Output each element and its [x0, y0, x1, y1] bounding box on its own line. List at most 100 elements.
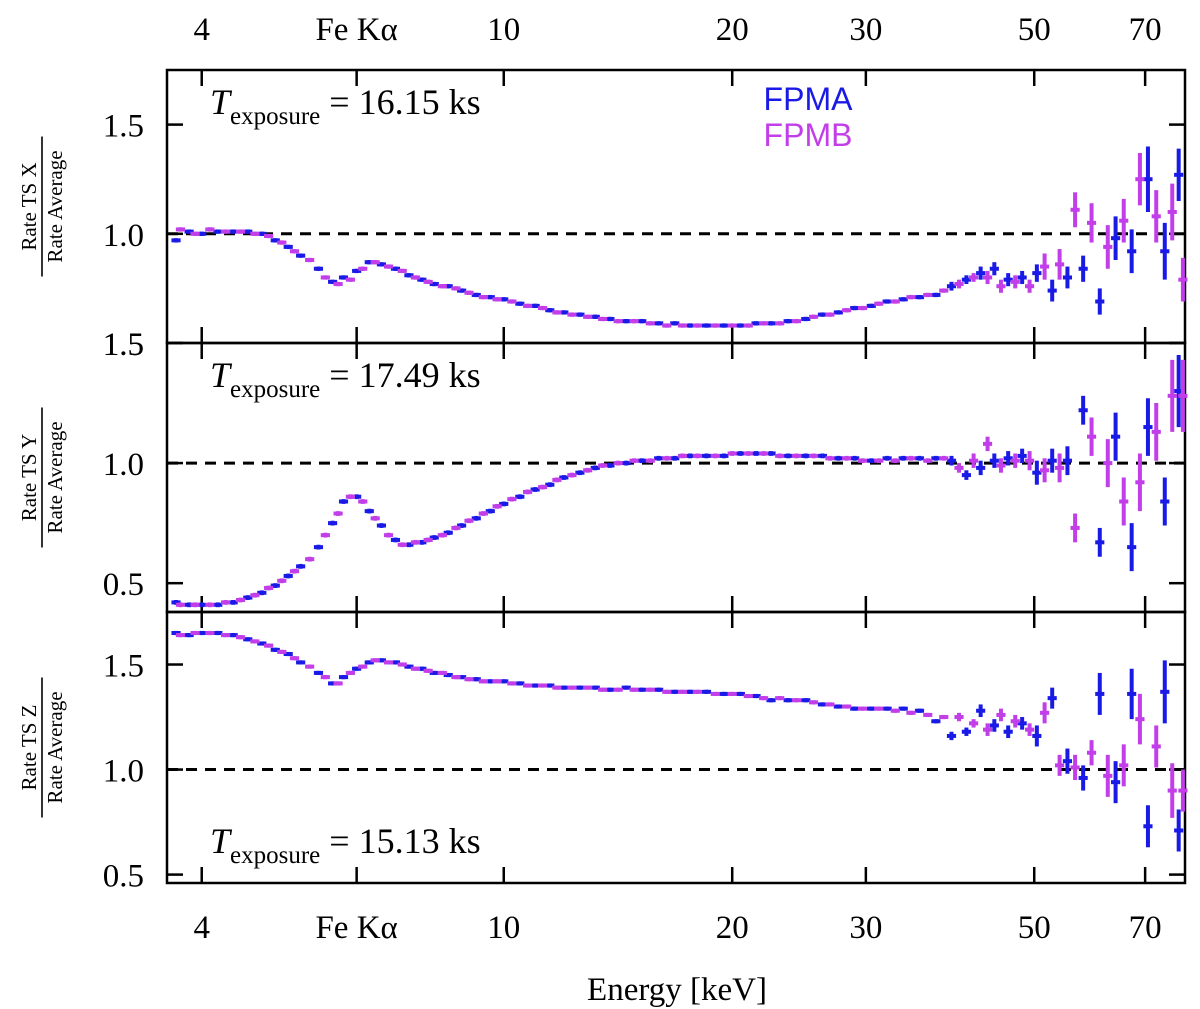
data-point-fpma [376, 523, 387, 528]
data-point-fpmb [1040, 702, 1050, 724]
data-point-fpma [1017, 448, 1027, 464]
data-point-fpma [1062, 748, 1073, 774]
data-point-fpma [404, 664, 414, 669]
data-point-fpmb [345, 277, 355, 282]
data-point-fpmb [662, 323, 672, 328]
data-point-fpma [270, 647, 280, 652]
data-point-fpmb [906, 294, 916, 300]
data-point-fpmb [397, 542, 407, 548]
data-point-fpmb [175, 227, 186, 232]
data-point-fpmb [598, 316, 608, 322]
data-point-fpmb [1025, 723, 1035, 736]
data-point-fpma [338, 675, 349, 680]
data-point-fpma [976, 460, 986, 476]
data-point-fpma [882, 706, 892, 711]
data-point-fpma [1032, 460, 1042, 485]
data-point-fpma [719, 323, 729, 328]
data-point-fpma [976, 704, 986, 718]
data-point-fpmb [692, 453, 703, 459]
data-point-fpmb [537, 484, 548, 490]
data-point-fpma [801, 453, 811, 459]
x-tick-label-bottom: 70 [1129, 910, 1162, 946]
data-point-fpmb [492, 503, 502, 509]
data-point-fpma [989, 453, 999, 468]
data-point-fpmb [523, 683, 533, 688]
data-point-fpma [530, 487, 540, 492]
data-point-fpmb [645, 321, 655, 326]
y-tick-label: 1.5 [103, 109, 144, 145]
y-label-denominator: Rate Average [43, 691, 67, 803]
data-point-fpma [1111, 216, 1121, 261]
data-point-fpmb [791, 453, 801, 459]
data-point-fpma [471, 515, 481, 521]
x-tick-label-bottom: 10 [487, 910, 520, 946]
data-point-fpmb [583, 314, 593, 319]
data-point-fpmb [277, 649, 287, 655]
data-point-fpma [1111, 412, 1121, 461]
data-point-fpma [801, 316, 811, 322]
data-point-fpmb [1135, 693, 1145, 745]
data-point-fpmb [825, 312, 835, 317]
data-point-fpmb [954, 712, 964, 722]
data-point-fpmb [383, 660, 394, 665]
data-point-fpma [783, 698, 793, 703]
data-point-fpmb [842, 455, 852, 461]
data-point-fpma [515, 681, 525, 686]
data-point-fpmb [775, 453, 785, 459]
data-point-fpma [443, 530, 453, 536]
data-point-fpma [850, 455, 860, 461]
data-point-fpmb [842, 308, 852, 313]
data-point-fpmb [842, 704, 852, 709]
data-point-fpmb [857, 706, 868, 711]
x-tick-label-bottom: 30 [849, 910, 882, 946]
data-point-fpmb [264, 643, 274, 648]
data-point-fpma [621, 318, 631, 324]
data-point-fpma [296, 563, 306, 569]
data-point-fpma [328, 520, 338, 526]
data-point-fpmb [939, 288, 949, 293]
data-point-fpmb [250, 231, 260, 236]
data-point-fpmb [743, 693, 753, 699]
data-point-fpma [976, 266, 986, 280]
data-point-fpmb [410, 275, 421, 280]
data-point-fpmb [613, 687, 623, 692]
data-point-fpma [654, 687, 664, 692]
data-point-fpma [1143, 805, 1153, 848]
y-tick-label: 1.5 [103, 327, 144, 363]
data-point-fpmb [537, 683, 548, 688]
data-point-fpma [1047, 687, 1057, 709]
data-point-fpmb [677, 323, 688, 328]
data-point-fpmb [567, 685, 577, 690]
data-point-fpmb [1040, 253, 1050, 280]
data-point-fpmb [205, 227, 215, 232]
data-point-fpma [1111, 761, 1121, 804]
y-tick-label: 1.0 [103, 218, 144, 254]
y-tick-label: 0.5 [103, 859, 144, 895]
data-point-fpmb [552, 685, 562, 690]
data-marks [171, 146, 1188, 852]
data-point-fpmb [791, 318, 801, 324]
data-point-fpmb [423, 537, 433, 543]
data-point-fpmb [1025, 279, 1035, 293]
x-tick-label-bottom: 4 [193, 910, 210, 946]
axis-ticks [167, 70, 1185, 883]
data-point-fpmb [662, 455, 672, 461]
data-point-fpmb [235, 229, 246, 234]
data-point-fpma [989, 719, 999, 732]
panel-y-y-label: Rate TS Y Rate Average [17, 407, 67, 548]
data-point-fpma [270, 583, 280, 588]
data-point-fpmb [383, 264, 394, 269]
data-point-fpma [882, 455, 892, 461]
data-point-fpmb [939, 455, 949, 461]
data-point-fpma [817, 453, 828, 459]
data-point-fpmb [235, 635, 246, 640]
y-tick-label: 1.5 [103, 649, 144, 685]
data-point-fpmb [996, 708, 1006, 722]
data-point-fpma [184, 229, 194, 234]
data-point-fpma [404, 273, 414, 278]
data-point-fpmb [969, 453, 979, 468]
data-point-fpma [1062, 266, 1073, 289]
data-point-fpmb [1167, 183, 1177, 241]
data-point-fpmb [613, 318, 623, 324]
